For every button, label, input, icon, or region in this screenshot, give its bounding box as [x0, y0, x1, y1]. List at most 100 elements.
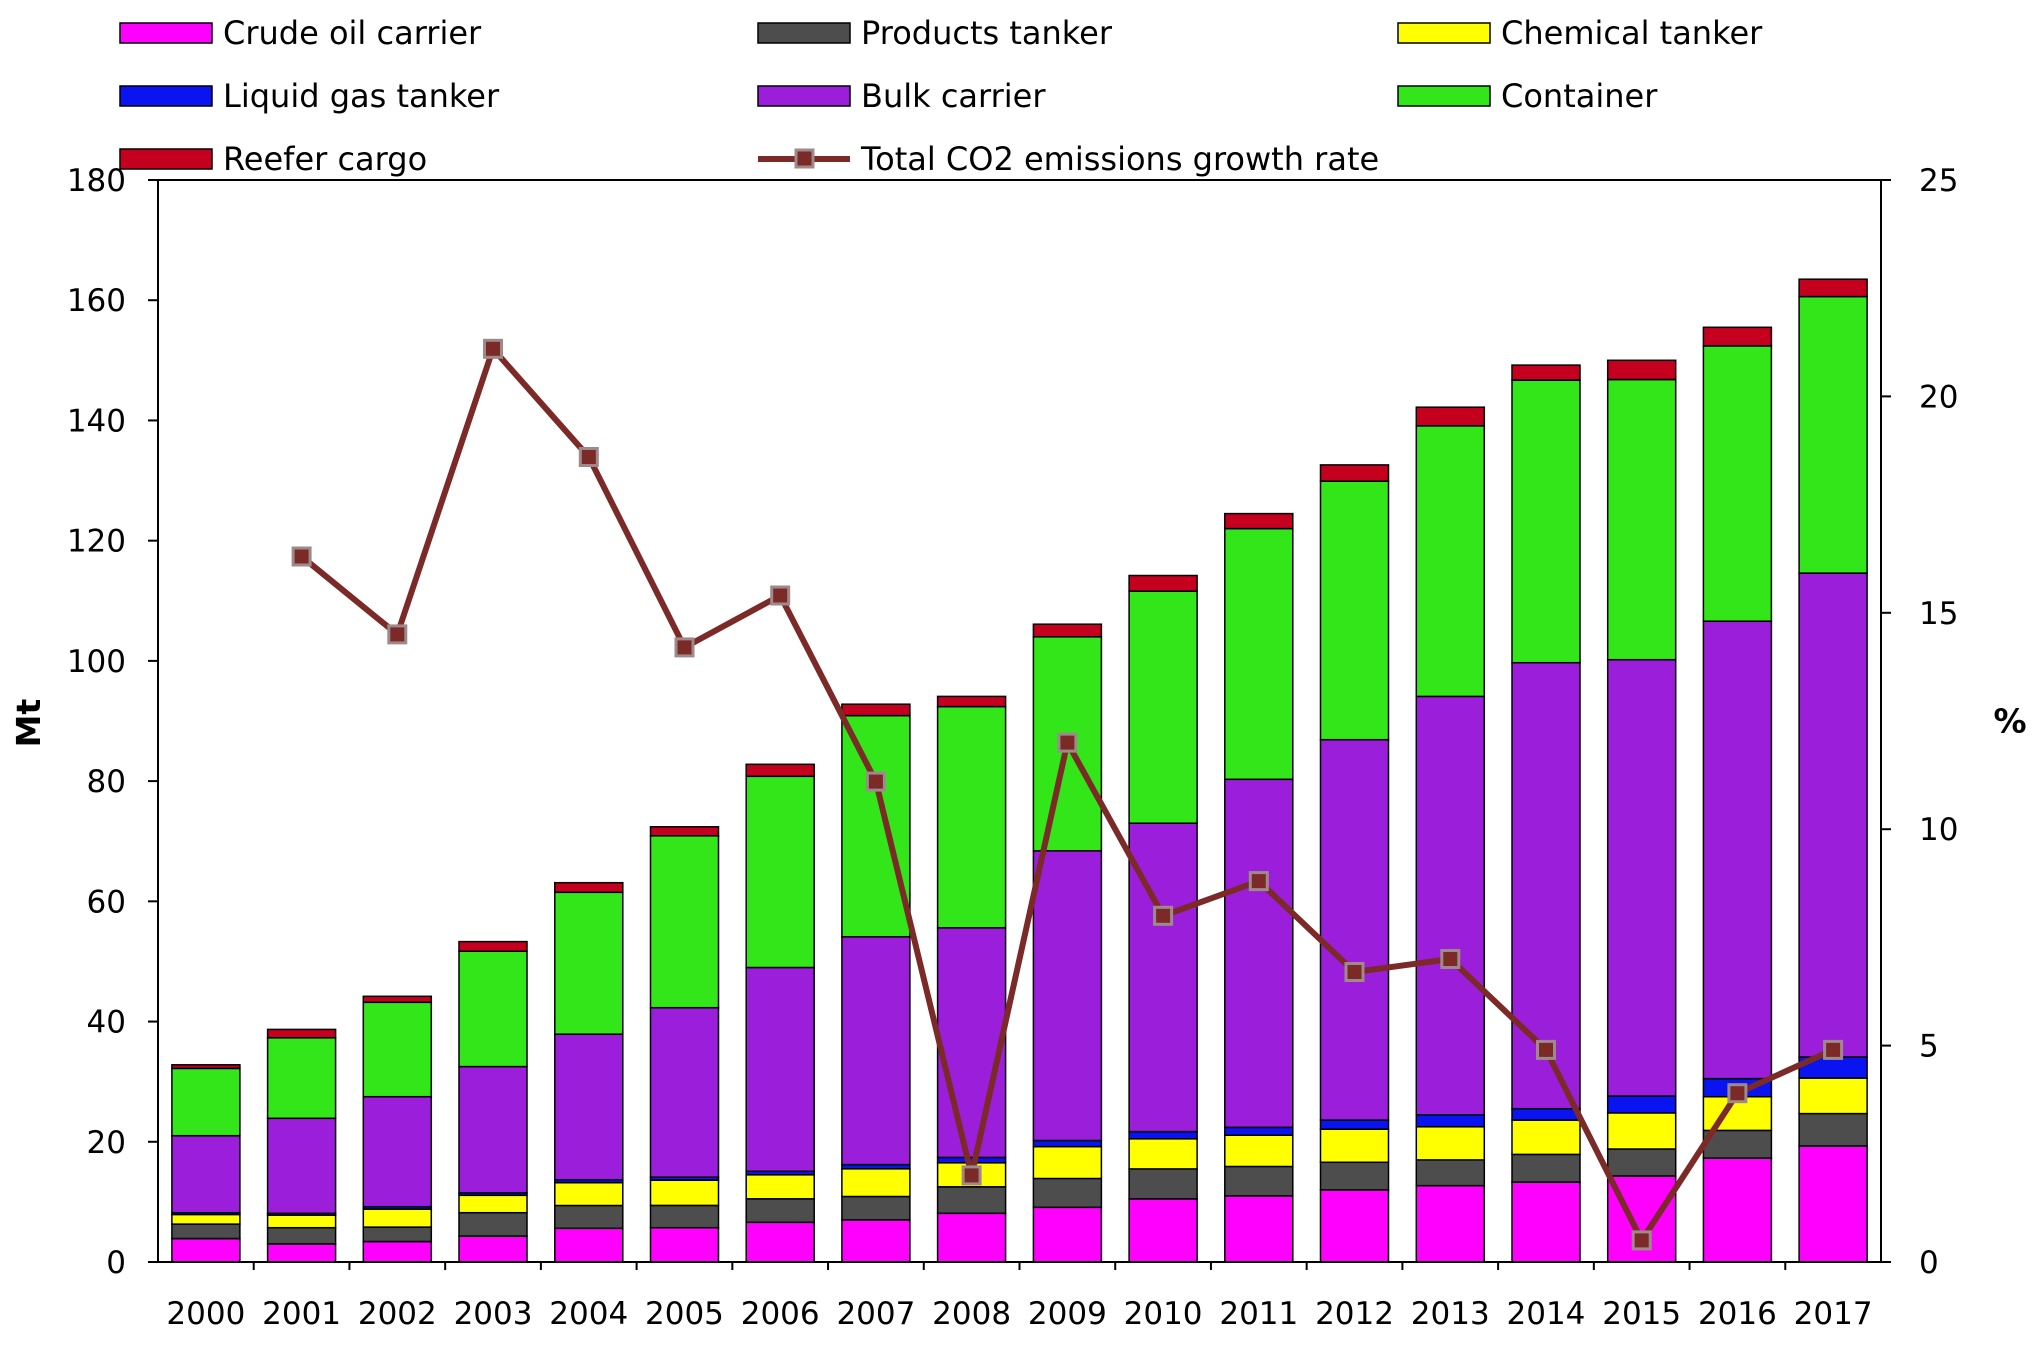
- y-tick-label: 60: [87, 884, 126, 920]
- legend-swatch: [119, 148, 213, 170]
- bar-container-2004: [554, 891, 624, 1035]
- bar-reefer-cargo-2012: [1319, 464, 1390, 482]
- bar-chemical-tanker-2017: [1798, 1077, 1868, 1115]
- bar-products-tanker-2006: [745, 1198, 815, 1224]
- bar-chemical-tanker-2002: [362, 1208, 433, 1228]
- y-tick-label: 80: [87, 764, 126, 800]
- bar-container-2008: [936, 705, 1007, 929]
- bar-bulk-carrier-2009: [1032, 850, 1103, 1142]
- bar-reefer-cargo-2016: [1702, 326, 1773, 347]
- growth-rate-marker-2015: [1631, 1230, 1652, 1251]
- bar-crude-oil-carrier-2010: [1128, 1198, 1198, 1263]
- bar-liquid-gas-tanker-2013: [1415, 1113, 1486, 1128]
- x-tick-label: 2008: [932, 1296, 1011, 1332]
- bar-reefer-cargo-2014: [1511, 364, 1581, 381]
- bar-container-2012: [1319, 480, 1390, 741]
- bar-reefer-cargo-2013: [1415, 406, 1486, 427]
- y-tick-label: 40: [87, 1005, 126, 1041]
- bar-reefer-cargo-2002: [362, 995, 433, 1004]
- bar-liquid-gas-tanker-2010: [1128, 1130, 1198, 1140]
- growth-rate-marker-2001: [291, 546, 312, 567]
- bar-bulk-carrier-2012: [1319, 738, 1390, 1121]
- growth-rate-marker-2010: [1153, 905, 1174, 926]
- bar-container-2011: [1224, 527, 1294, 781]
- plot-background: [158, 180, 1881, 1262]
- x-tick-label: 2000: [166, 1296, 245, 1332]
- y-tick-label: 20: [87, 1125, 126, 1161]
- growth-rate-marker-2004: [578, 447, 599, 467]
- bar-reefer-cargo-2011: [1224, 512, 1294, 530]
- bar-products-tanker-2005: [649, 1204, 720, 1229]
- y2-tick-label: 10: [1919, 812, 1958, 848]
- bar-products-tanker-2014: [1511, 1153, 1581, 1183]
- bar-products-tanker-2010: [1128, 1168, 1198, 1200]
- legend-label: Products tanker: [861, 14, 1113, 52]
- bar-reefer-cargo-2010: [1128, 574, 1198, 592]
- legend-swatch: [757, 22, 851, 44]
- bar-crude-oil-carrier-2004: [554, 1227, 624, 1263]
- bar-products-tanker-2003: [458, 1211, 528, 1237]
- bar-products-tanker-2002: [362, 1226, 433, 1243]
- bar-products-tanker-2004: [554, 1204, 624, 1230]
- bars: [171, 278, 1868, 1263]
- growth-rate-marker-2017: [1823, 1039, 1844, 1060]
- x-tick-label: 2017: [1794, 1296, 1873, 1332]
- bar-crude-oil-carrier-2005: [649, 1226, 720, 1263]
- bar-products-tanker-2015: [1606, 1148, 1677, 1177]
- bar-container-2002: [362, 1001, 433, 1098]
- bar-reefer-cargo-2005: [649, 826, 720, 837]
- bar-container-2007: [841, 714, 911, 938]
- growth-rate-marker-2006: [770, 585, 791, 606]
- bar-chemical-tanker-2014: [1511, 1119, 1581, 1156]
- bar-bulk-carrier-2014: [1511, 661, 1581, 1110]
- legend-label: Container: [1501, 77, 1658, 115]
- y-tick-label: 100: [67, 644, 126, 680]
- bar-bulk-carrier-2017: [1798, 572, 1868, 1058]
- bar-products-tanker-2007: [841, 1195, 911, 1221]
- bar-chemical-tanker-2006: [745, 1174, 815, 1200]
- growth-rate-marker-2011: [1248, 871, 1269, 892]
- y2-tick-label: 25: [1919, 163, 1958, 199]
- legend-swatch: [119, 22, 213, 44]
- bar-crude-oil-carrier-2014: [1511, 1181, 1581, 1263]
- bar-bulk-carrier-2015: [1606, 658, 1677, 1097]
- growth-rate-marker-2009: [1057, 732, 1078, 753]
- bar-reefer-cargo-2006: [745, 763, 815, 778]
- bar-products-tanker-2012: [1319, 1161, 1390, 1191]
- x-tick-label: 2004: [549, 1296, 628, 1332]
- bar-products-tanker-2017: [1798, 1112, 1868, 1147]
- bar-bulk-carrier-2003: [458, 1065, 528, 1194]
- bar-reefer-cargo-2009: [1032, 623, 1103, 638]
- legend-swatch: [1397, 22, 1491, 44]
- bar-container-2005: [649, 835, 720, 1009]
- bar-container-2001: [266, 1037, 337, 1120]
- bar-crude-oil-carrier-2008: [936, 1212, 1007, 1263]
- bar-container-2013: [1415, 425, 1486, 698]
- bar-crude-oil-carrier-2009: [1032, 1206, 1103, 1263]
- bar-bulk-carrier-2000: [171, 1135, 241, 1214]
- bar-crude-oil-carrier-2017: [1798, 1145, 1868, 1263]
- bar-container-2010: [1128, 590, 1198, 824]
- legend: Crude oil carrier Products tanker Chemical…: [119, 14, 1763, 178]
- x-tick-label: 2010: [1124, 1296, 1203, 1332]
- growth-rate-marker-2003: [483, 338, 503, 359]
- bar-chemical-tanker-2003: [458, 1194, 528, 1214]
- bar-chemical-tanker-2013: [1415, 1126, 1486, 1161]
- bar-bulk-carrier-2006: [745, 966, 815, 1173]
- bar-bulk-carrier-2004: [554, 1033, 624, 1181]
- y2-axis-title: %: [1993, 702, 2026, 741]
- growth-rate-marker-2012: [1344, 962, 1365, 982]
- bar-reefer-cargo-2017: [1798, 278, 1868, 298]
- legend-label: Reefer cargo: [223, 140, 427, 178]
- bar-crude-oil-carrier-2000: [171, 1237, 241, 1263]
- bar-crude-oil-carrier-2016: [1702, 1157, 1773, 1263]
- x-tick-label: 2003: [454, 1296, 533, 1332]
- bar-bulk-carrier-2008: [936, 927, 1007, 1159]
- x-tick-label: 2009: [1028, 1296, 1107, 1332]
- bar-liquid-gas-tanker-2011: [1224, 1126, 1294, 1136]
- legend-label: Chemical tanker: [1501, 14, 1763, 52]
- bar-crude-oil-carrier-2001: [266, 1243, 337, 1263]
- bar-bulk-carrier-2013: [1415, 695, 1486, 1116]
- bar-container-2016: [1702, 345, 1773, 622]
- x-tick-label: 2006: [741, 1296, 820, 1332]
